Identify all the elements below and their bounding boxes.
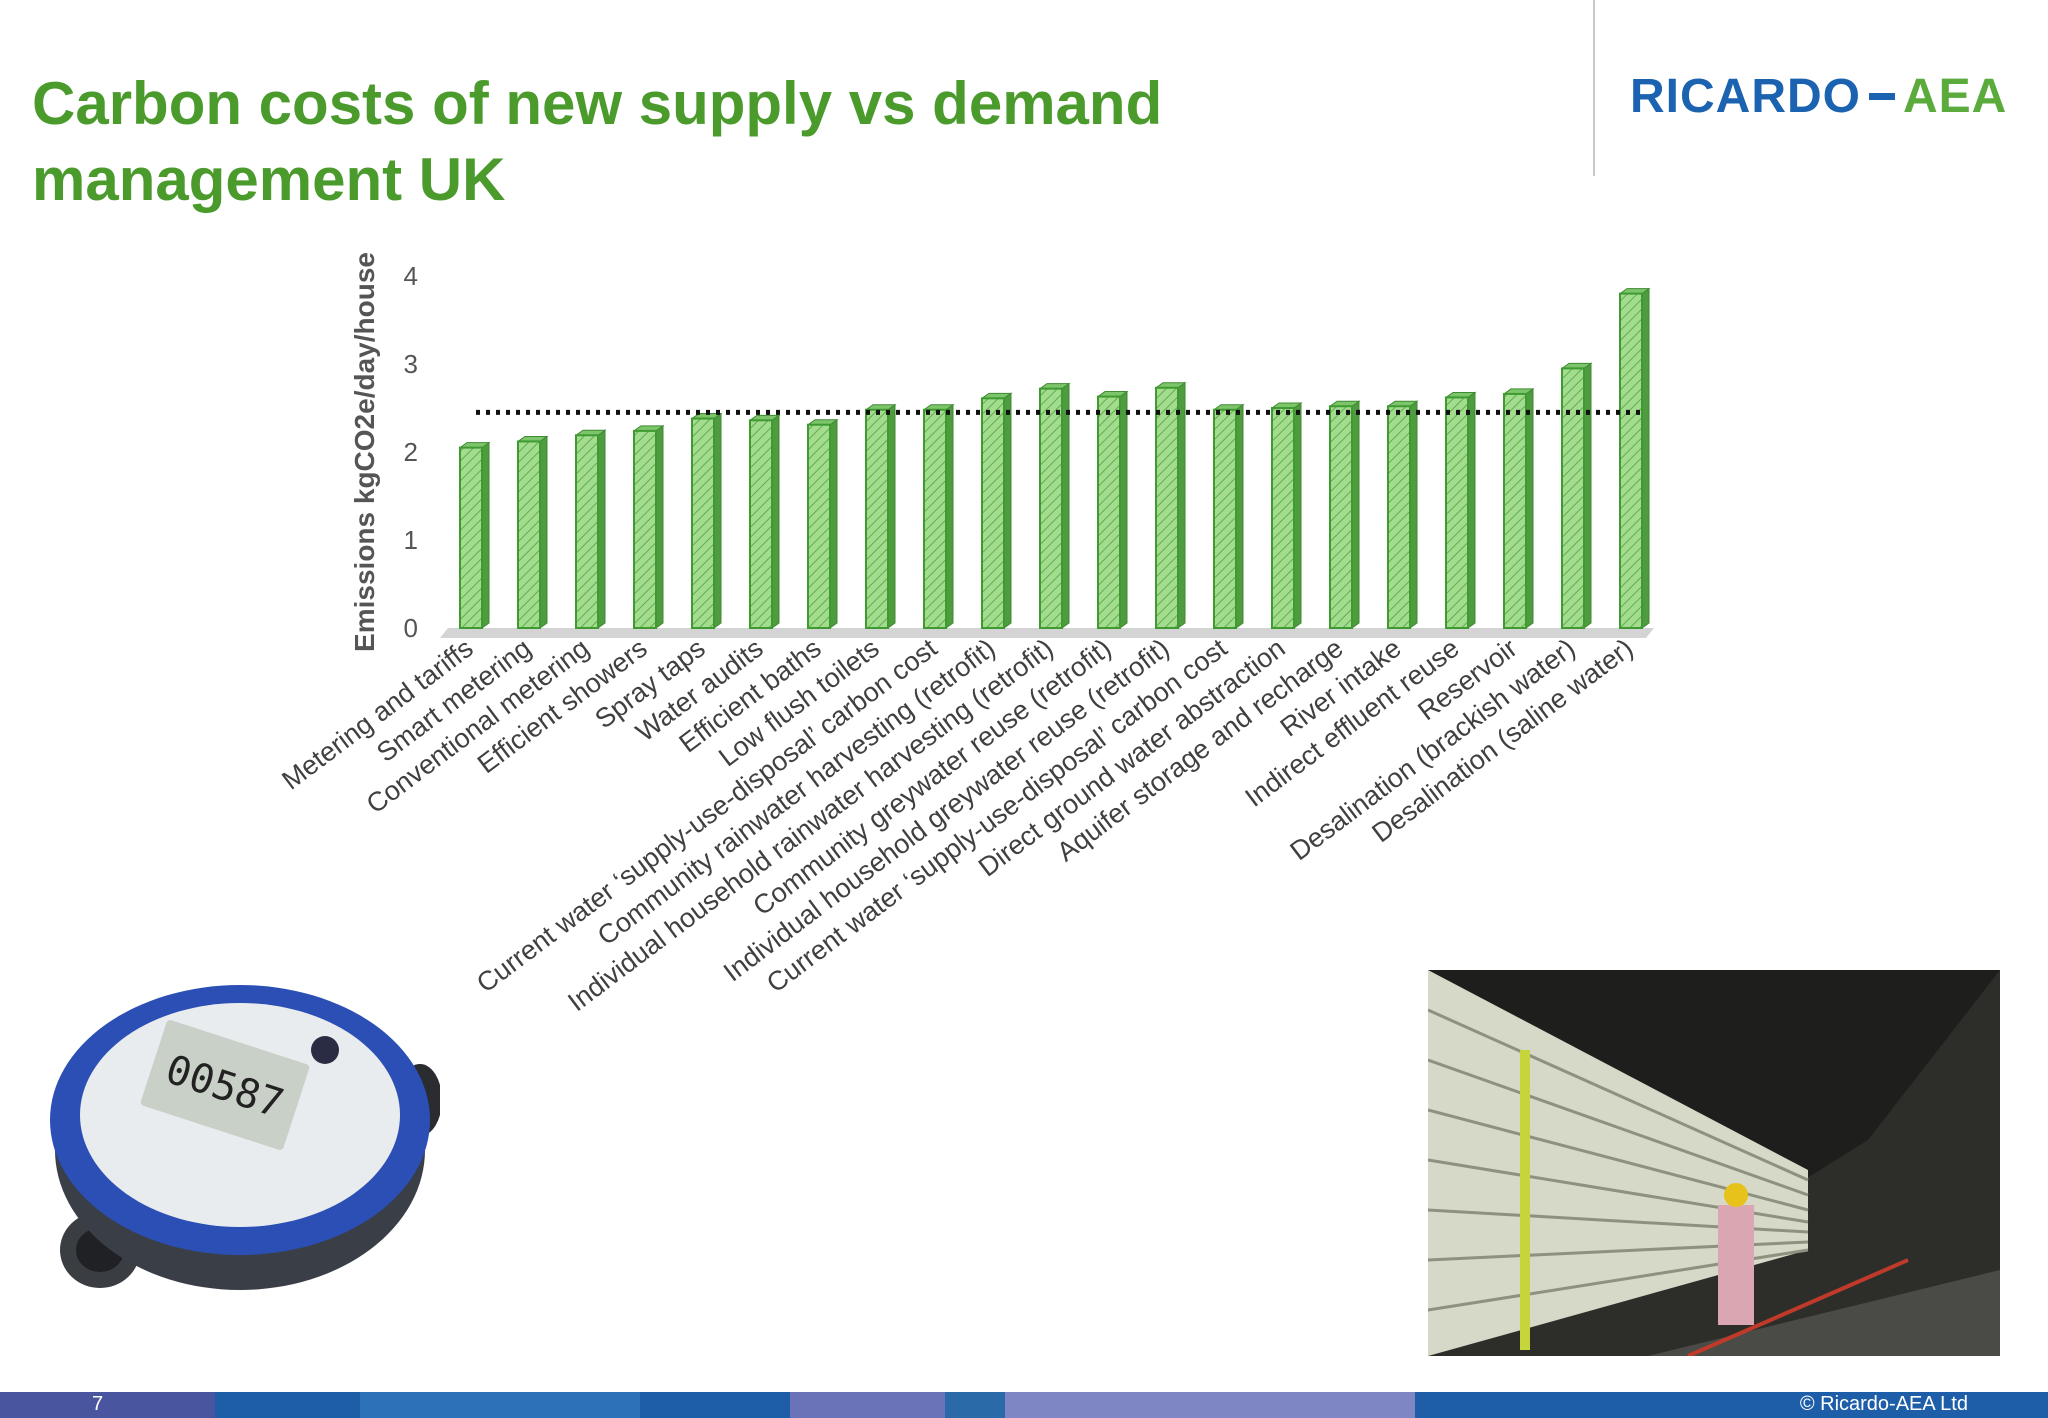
bar [1038,382,1071,630]
bar [574,429,607,629]
bar [1444,391,1477,629]
bar [1328,400,1361,629]
bar [458,441,491,629]
bar [980,392,1013,629]
logo-part-1: RICARDO [1630,69,1861,123]
logo-dash [1869,92,1895,100]
y-axis-label: Emissions kgCO2e/day/house [349,252,380,652]
logo-part-2: AEA [1903,69,2008,123]
ricardo-aea-logo: RICARDO AEA [1630,66,2007,126]
bar [1212,403,1245,630]
y-tick-label: 4 [404,261,418,291]
header-divider [1593,0,1595,176]
bar [806,418,839,629]
footer-bar [0,1392,2048,1418]
y-tick-label: 1 [404,525,418,555]
bar [1386,400,1419,629]
bar [1618,287,1651,629]
chart-floor [440,628,1654,638]
bar [1096,390,1129,629]
page-number: 7 [92,1393,104,1415]
bar [1270,402,1303,629]
slide-title: Carbon costs of new supply vs demand man… [32,70,1163,213]
bar [1560,362,1593,629]
y-tick-label: 0 [404,613,418,643]
bar [922,403,955,630]
water-meter-image: 00587 [50,985,440,1290]
bar [690,412,723,629]
bar [516,435,549,629]
bar [1502,387,1535,630]
y-tick-label: 2 [404,437,418,467]
bar [1154,381,1187,630]
bar [632,424,665,629]
bar [748,414,781,629]
bar [864,403,897,630]
copyright-text: © Ricardo-AEA Ltd [1799,1393,1968,1415]
desalination-plant-image [1428,970,2000,1356]
y-tick-label: 3 [404,349,418,379]
